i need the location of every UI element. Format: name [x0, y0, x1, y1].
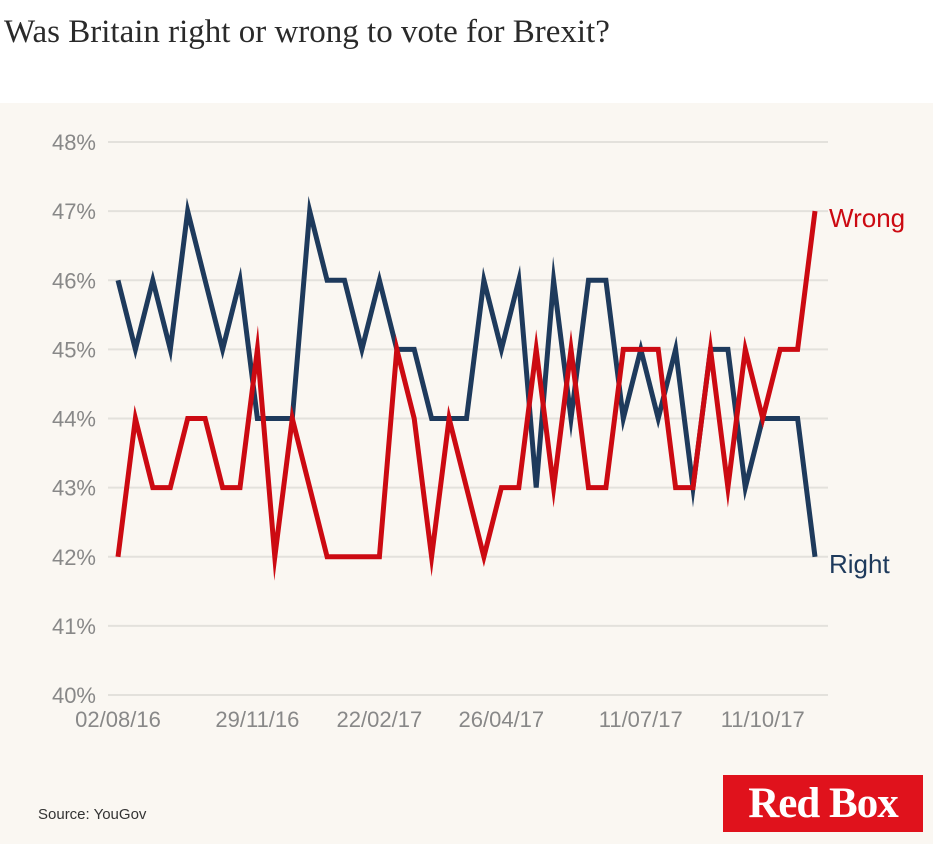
x-tick-label: 26/04/17 — [459, 707, 545, 732]
x-tick-label: 11/10/17 — [721, 707, 805, 732]
y-tick-label: 42% — [52, 545, 96, 570]
y-tick-label: 43% — [52, 476, 96, 501]
y-tick-label: 46% — [52, 268, 96, 293]
y-tick-label: 45% — [52, 337, 96, 362]
chart-title: Was Britain right or wrong to vote for B… — [4, 14, 610, 50]
x-tick-label: 29/11/16 — [215, 707, 299, 732]
x-tick-label: 11/07/17 — [599, 707, 683, 732]
series-lines — [115, 195, 818, 581]
y-tick-label: 44% — [52, 407, 96, 432]
y-axis-ticks: 40% 41% 42% 43% 44% 45% 46% 47% 48% — [52, 130, 96, 708]
y-tick-label: 47% — [52, 199, 96, 224]
series-label-right: Right — [829, 549, 890, 579]
y-tick-label: 41% — [52, 614, 96, 639]
x-tick-label: 22/02/17 — [337, 707, 423, 732]
series-labels: Right Wrong — [829, 203, 905, 579]
series-line-right — [115, 195, 818, 558]
chart-panel: 40% 41% 42% 43% 44% 45% 46% 47% 48% 02/08/16 29/1… — [0, 103, 933, 844]
line-chart: 40% 41% 42% 43% 44% 45% 46% 47% 48% 02/08/16 29/1… — [52, 130, 905, 732]
y-tick-label: 40% — [52, 683, 96, 708]
series-label-wrong: Wrong — [829, 203, 905, 233]
red-box-logo: Red Box — [723, 775, 923, 832]
y-tick-label: 48% — [52, 130, 96, 155]
x-tick-label: 02/08/16 — [75, 707, 161, 732]
series-line-wrong — [115, 210, 818, 581]
source-note: Source: YouGov — [38, 806, 147, 823]
x-axis-ticks: 02/08/16 29/11/16 22/02/17 26/04/17 11/07/17… — [75, 707, 805, 732]
